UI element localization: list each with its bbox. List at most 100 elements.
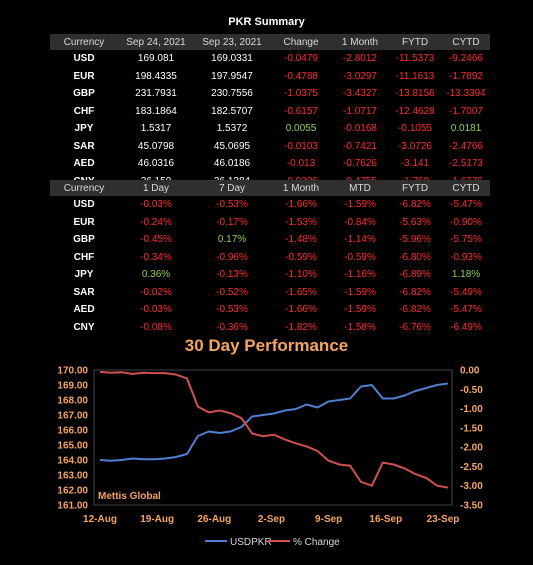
table-cell: -0.52% xyxy=(216,286,248,298)
table-cell: -0.34% xyxy=(140,251,172,263)
table-cell: -0.0168 xyxy=(343,123,377,135)
table-cell: -2.8012 xyxy=(343,53,377,65)
table-cell: -2.5173 xyxy=(449,158,483,170)
right-axis-tick-label: -3.50 xyxy=(460,501,483,512)
table-cell: 182.5707 xyxy=(211,105,253,117)
table-cell: -0.0479 xyxy=(284,53,318,65)
column-header: Sep 24, 2021 xyxy=(118,34,194,50)
table-row: GBP 231.7931 230.7556 -1.0375 -3.4327 -13.815… xyxy=(50,85,490,103)
left-axis-tick-label: 161.00 xyxy=(57,501,88,512)
table-cell: 46.0186 xyxy=(213,158,251,170)
right-axis-tick-label: -3.00 xyxy=(460,481,483,492)
currency-code: JPY xyxy=(74,269,94,281)
column-header: Currency xyxy=(50,34,118,50)
table-row: CHF -0.34% -0.96% -0.59% -0.59% -6.80% -0.93% xyxy=(50,249,490,267)
right-axis-tick-label: -2.00 xyxy=(460,443,483,454)
table-cell: -6.82% xyxy=(399,199,431,211)
table-cell: -1.59% xyxy=(344,199,376,211)
table-cell: -0.93% xyxy=(450,251,482,263)
table-cell: -1.66% xyxy=(285,199,317,211)
table-cell: -0.08% xyxy=(140,321,172,333)
x-axis-tick-label: 26-Aug xyxy=(197,514,231,525)
table-row: USD 169.081 169.0331 -0.0479 -2.8012 -11.5373… xyxy=(50,50,490,68)
column-header: Sep 23, 2021 xyxy=(194,34,270,50)
page-title: PKR Summary xyxy=(228,16,305,28)
x-axis-tick-label: 12-Aug xyxy=(83,514,117,525)
rates-table: Currency Sep 24, 2021 Sep 23, 2021 Change 1 … xyxy=(50,34,490,190)
currency-code: USD xyxy=(73,53,95,65)
table-cell: -0.59% xyxy=(344,251,376,263)
table-cell: -0.84% xyxy=(344,216,376,228)
column-header: 7 Day xyxy=(194,180,270,196)
table-cell: -11.1613 xyxy=(395,70,435,82)
table-cell: -0.7626 xyxy=(343,158,377,170)
right-axis-tick-label: -1.50 xyxy=(460,423,483,434)
table-cell: -0.96% xyxy=(216,251,248,263)
table-cell: -3.0726 xyxy=(398,140,432,152)
column-header: Currency xyxy=(50,180,118,196)
column-header: FYTD xyxy=(388,180,442,196)
table-cell: -9.2466 xyxy=(449,53,483,65)
table-cell: 169.0331 xyxy=(211,53,253,65)
table-cell: -6.80% xyxy=(399,251,431,263)
currency-code: GBP xyxy=(73,234,95,246)
table-row: AED 46.0316 46.0186 -0.013 -0.7626 -3.141 -2.5… xyxy=(50,155,490,173)
table-cell: 0.17% xyxy=(217,234,247,246)
left-axis-tick-label: 165.00 xyxy=(57,441,88,452)
currency-code: CNY xyxy=(73,321,95,333)
table-cell: -0.0103 xyxy=(284,140,318,152)
table-cell: -0.13% xyxy=(216,269,248,281)
percent-change-line xyxy=(99,370,449,489)
table-cell: -0.013 xyxy=(286,158,316,170)
right-axis-tick-label: 0.00 xyxy=(460,366,480,377)
table-row: CHF 183.1864 182.5707 -0.6157 -1.0717 -12.462… xyxy=(50,103,490,121)
table-cell: -5.47% xyxy=(450,304,482,316)
watermark: Mettis Global xyxy=(98,491,161,502)
table-cell: -0.53% xyxy=(216,304,248,316)
table-cell: -1.14% xyxy=(344,234,376,246)
table-cell: 45.0695 xyxy=(213,140,251,152)
table-cell: -6.49% xyxy=(450,321,482,333)
left-axis-tick-label: 168.00 xyxy=(57,396,88,407)
table-cell: -0.03% xyxy=(140,199,172,211)
table-cell: -1.0717 xyxy=(343,105,377,117)
table-cell: -1.48% xyxy=(285,234,317,246)
performance-table: Currency 1 Day 7 Day 1 Month MTD FYTD CYTD USD… xyxy=(50,180,490,336)
column-header: MTD xyxy=(332,180,388,196)
table-cell: -1.82% xyxy=(285,321,317,333)
table-cell: 198.4335 xyxy=(135,70,177,82)
table-cell: -1.0375 xyxy=(284,88,318,100)
table-cell: -1.65% xyxy=(285,286,317,298)
table-cell: 231.7931 xyxy=(135,88,177,100)
currency-code: CHF xyxy=(73,251,95,263)
plot-area xyxy=(93,369,453,506)
table-cell: -6.82% xyxy=(399,304,431,316)
x-axis-tick-label: 2-Sep xyxy=(258,514,285,525)
table-cell: -12.4628 xyxy=(395,105,435,117)
table-cell: -6.76% xyxy=(399,321,431,333)
x-axis-tick-label: 19-Aug xyxy=(140,514,174,525)
column-header: 1 Month xyxy=(270,180,332,196)
table-row: CNY -0.08% -0.36% -1.82% -1.58% -6.76% -6.49% xyxy=(50,319,490,337)
table-cell: -13.3394 xyxy=(446,88,486,100)
table-cell: -1.58% xyxy=(344,321,376,333)
table-cell: -3.0297 xyxy=(343,70,377,82)
table-cell: -6.82% xyxy=(399,286,431,298)
column-header: CYTD xyxy=(442,34,490,50)
column-header: FYTD xyxy=(388,34,442,50)
table-cell: -2.4766 xyxy=(449,140,483,152)
table-cell: -1.16% xyxy=(344,269,376,281)
right-axis-tick-label: -1.00 xyxy=(460,404,483,415)
table-cell: 0.36% xyxy=(141,269,171,281)
table-cell: -0.7421 xyxy=(343,140,377,152)
table-cell: 169.081 xyxy=(137,53,175,65)
x-axis-tick-label: 23-Sep xyxy=(427,514,460,525)
currency-code: CHF xyxy=(73,105,95,117)
right-axis-tick-label: -0.50 xyxy=(460,385,483,396)
currency-code: EUR xyxy=(73,70,95,82)
table-cell: 0.0181 xyxy=(450,123,482,135)
left-axis-tick-label: 167.00 xyxy=(57,411,88,422)
table-cell: -1.7007 xyxy=(449,105,483,117)
table-cell: -0.6157 xyxy=(284,105,318,117)
